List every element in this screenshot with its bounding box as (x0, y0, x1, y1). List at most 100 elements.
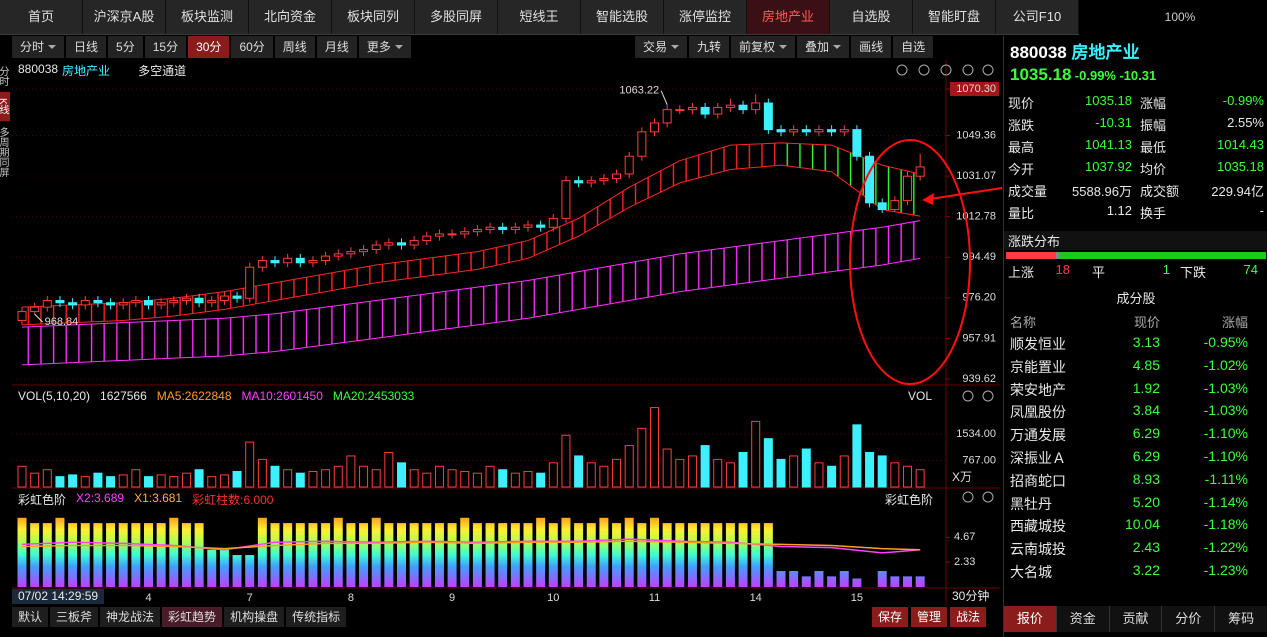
close-icon[interactable] (982, 390, 994, 402)
candle-body (207, 299, 217, 304)
rainbow-bar (156, 523, 166, 587)
stock-name[interactable]: 万通发展 (1010, 427, 1066, 444)
action-button[interactable]: 管理 (911, 607, 948, 627)
cell: -1.14% (1203, 493, 1248, 510)
chart-icons (896, 64, 994, 503)
stock-name[interactable]: 西藏城投 (1010, 518, 1066, 535)
zoom-level[interactable]: 100% (1164, 10, 1196, 24)
indicator-name[interactable]: 多空通道 (138, 64, 187, 78)
tool-button[interactable]: 九转 (689, 36, 730, 58)
candle-body (801, 129, 811, 133)
period-button[interactable]: 分时 (12, 36, 65, 58)
stock-name[interactable]: 大名城 (1010, 564, 1052, 580)
stock-name[interactable]: 黑牡丹 (1010, 495, 1052, 512)
candle-body (789, 129, 799, 133)
volume-bar (801, 448, 811, 488)
period-button[interactable]: 60分 (231, 36, 273, 58)
period-button[interactable]: 5分 (108, 36, 143, 58)
period-button[interactable]: 30分 (188, 36, 230, 58)
stock-name[interactable]: 顺发恒业 (1010, 336, 1066, 352)
panel-tab[interactable]: 资金 (1056, 606, 1110, 632)
indicator-tab[interactable]: 神龙战法 (100, 607, 161, 627)
stock-name[interactable]: 京能置业 (1010, 358, 1066, 375)
volume-bar (42, 469, 52, 488)
volume-bar (93, 472, 103, 488)
tool-button[interactable]: 前复权 (731, 36, 796, 58)
cell: 10.04 (1124, 516, 1160, 533)
panel-tab[interactable]: 贡献 (1109, 606, 1163, 632)
action-button[interactable]: 保存 (872, 607, 909, 627)
indicator-tab[interactable]: 机构操盘 (224, 607, 285, 627)
tool-button[interactable]: 叠加 (797, 36, 850, 58)
cell: 6.29 (1132, 448, 1160, 464)
help-icon[interactable] (962, 491, 974, 503)
action-button[interactable]: 战法 (950, 607, 987, 627)
close-icon[interactable] (982, 491, 994, 503)
rainbow-bar (106, 523, 116, 587)
zoom-in-icon[interactable] (896, 64, 908, 76)
tool-button[interactable]: 自选 (893, 36, 934, 58)
stock-name[interactable]: 云南城投 (1010, 541, 1066, 558)
tab-bar: 首页 沪深京A股 板块监测 北向资金 板块同列 多股同屏 短线王 智能选股 涨停监控 房地产业 自选… (0, 0, 1079, 35)
tool-button[interactable]: 画线 (851, 36, 892, 58)
settings-icon[interactable] (962, 64, 974, 76)
zoom-out-icon[interactable] (918, 64, 930, 76)
period-button[interactable]: 日线 (66, 36, 107, 58)
period-button[interactable]: 15分 (144, 36, 187, 58)
rainbow-bar (662, 523, 672, 587)
volume-bar (409, 469, 419, 488)
indicator-tab[interactable]: 三板斧 (50, 607, 99, 627)
period-button[interactable]: 更多 (358, 36, 411, 58)
tab[interactable]: 智能盯盘 (913, 0, 996, 34)
panel-tab[interactable]: 报价 (1004, 606, 1057, 632)
tab[interactable]: 首页 (0, 0, 83, 34)
column-header: 现价 (1133, 315, 1160, 330)
tab[interactable]: 板块监测 (166, 0, 249, 34)
panel-tab[interactable]: 分价 (1162, 606, 1216, 632)
tab[interactable]: 智能选股 (581, 0, 664, 34)
channel-segment (477, 280, 528, 325)
candle-body (245, 266, 255, 299)
tab[interactable]: 自选股 (830, 0, 913, 34)
panel-tab[interactable]: 筹码 (1215, 606, 1267, 632)
tab[interactable]: 涨停监控 (664, 0, 747, 34)
period-button[interactable]: 月线 (316, 36, 357, 58)
stock-name[interactable]: 凤凰股份 (1010, 404, 1066, 421)
candle-body (890, 200, 900, 211)
channel-segment (781, 142, 832, 172)
tab[interactable]: 北向资金 (249, 0, 332, 34)
channel-segment (325, 300, 377, 345)
stock-name[interactable]: 深振业Ａ (1010, 450, 1066, 466)
field-label: 涨幅 (1140, 96, 1167, 111)
tab[interactable]: 沪深京A股 (83, 0, 166, 34)
help-icon[interactable] (940, 64, 952, 76)
x-tick-label: 7 (247, 592, 253, 604)
tab[interactable]: 短线王 (498, 0, 581, 34)
indicator-tab[interactable]: 默认 (12, 607, 49, 627)
rainbow-bar (751, 523, 761, 587)
side-tab[interactable]: K线 (0, 92, 10, 121)
indicator-tab[interactable]: 彩虹趋势 (162, 607, 223, 627)
annotation-arrowhead (922, 193, 934, 205)
quote-name: 房地产业 (1071, 43, 1140, 62)
indicator-tab[interactable]: 传统指标 (286, 607, 347, 627)
candle-body (17, 311, 27, 321)
side-tab[interactable]: 多周期同屏 (0, 126, 8, 177)
stock-name[interactable]: 荣安地产 (1010, 381, 1066, 398)
volume-bar (523, 470, 533, 488)
close-icon[interactable] (982, 64, 994, 76)
stock-name[interactable]: 招商蛇口 (1010, 472, 1066, 489)
rainbow-bar (257, 517, 267, 587)
low-leader (34, 313, 44, 323)
distribution-flat-label: 平 (1092, 265, 1106, 280)
tab[interactable]: 公司F10 (996, 0, 1079, 34)
tab[interactable]: 多股同屏 (415, 0, 498, 34)
rainbow-label: 彩虹柱数:6.000 (192, 493, 274, 507)
rainbow-header: 彩虹色阶 X2:3.689 X1:3.681 彩虹柱数:6.000 (18, 491, 273, 508)
period-button[interactable]: 周线 (274, 36, 315, 58)
tab[interactable]: 房地产业 (747, 0, 830, 34)
side-tab[interactable]: 分时 (0, 66, 8, 86)
tab[interactable]: 板块同列 (332, 0, 415, 34)
tool-button[interactable]: 交易 (635, 36, 688, 58)
help-icon[interactable] (962, 390, 974, 402)
